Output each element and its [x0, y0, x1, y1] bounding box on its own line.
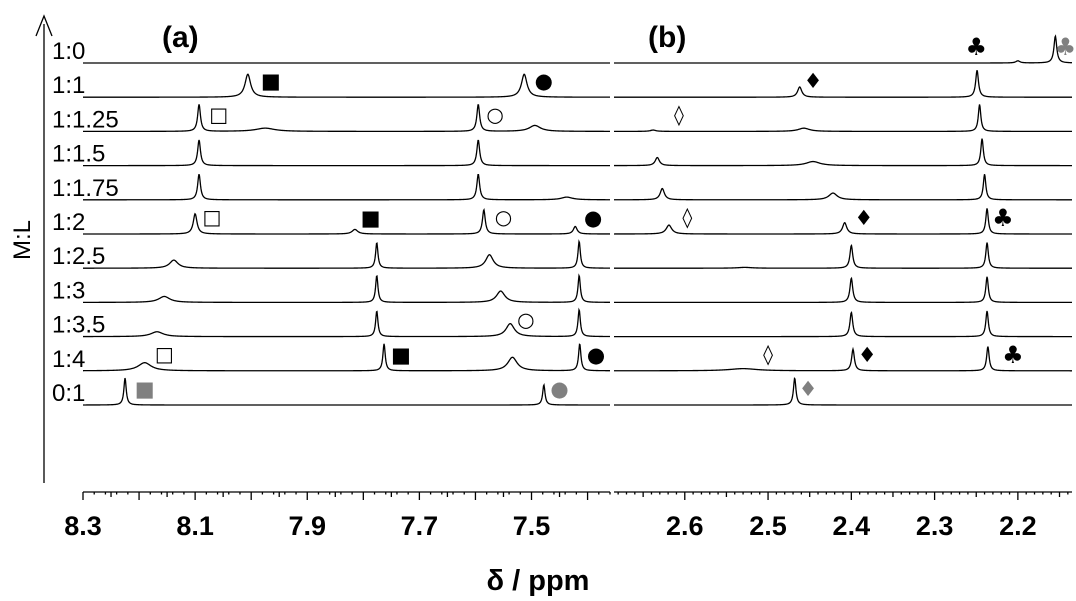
peak-marker: ■ [135, 377, 155, 401]
spectrum-trace [614, 310, 1072, 338]
peak-marker: ♦ [799, 377, 818, 401]
peak-marker: ■ [391, 343, 411, 367]
axis-tick-label: 7.7 [401, 511, 439, 541]
spectrum-trace [83, 207, 610, 235]
ratio-label: 1:1 [52, 72, 85, 99]
axis-tick-label: 2.3 [916, 511, 954, 541]
spectrum-trace [614, 346, 1072, 372]
peak-marker: ○ [495, 205, 512, 229]
spectrum-trace [614, 208, 1072, 235]
ratio-label: 1:2 [52, 209, 85, 236]
axis-tick-label: 2.4 [833, 511, 871, 541]
peak-marker: ♣ [1055, 33, 1076, 61]
spectrum-trace [614, 34, 1073, 64]
axis-tick-label: 8.1 [176, 511, 214, 541]
peak-marker: ◊ [763, 342, 773, 366]
spectrum-panel: (a)■ ●□ ○□ ■ ○ ●○□ ■ ●■ ●8.3 8.1 7.9 7.7 7.5 [64, 21, 611, 541]
peak-marker: ● [550, 377, 568, 401]
peak-marker: ◊ [682, 205, 692, 229]
ratio-label: 1:2.5 [52, 243, 105, 270]
axis-tick-label: 8.3 [64, 511, 102, 541]
peak-marker: □ [155, 342, 174, 366]
ratio-label: 1:1.25 [52, 106, 119, 133]
peak-marker: ◊ [674, 102, 684, 126]
spectrum-trace [614, 104, 1072, 133]
ratio-label: 1:3 [52, 277, 85, 304]
panel-label: (b) [648, 21, 686, 54]
spectrum-trace [83, 307, 610, 338]
ratio-label: 1:1.75 [52, 175, 119, 202]
ratio-axis-arrow [35, 14, 53, 37]
ratio-label: 0:1 [52, 380, 85, 407]
axis-tick-label: 2.2 [999, 511, 1037, 541]
ratio-label: 1:4 [52, 346, 85, 373]
ratio-axis: M:L [9, 14, 53, 483]
peak-marker: ♣ [1002, 341, 1024, 369]
spectra-panels: (a)■ ●□ ○□ ■ ○ ●○□ ■ ●■ ●8.3 8.1 7.9 7.7 7.5(b) ♣ ♣♦◊◊… [64, 21, 1076, 541]
axis-tick-label: 2.6 [666, 511, 704, 541]
spectrum-trace [83, 273, 610, 304]
spectrum-trace [83, 73, 610, 98]
spectrum-trace [83, 343, 610, 372]
axis-tick-label: 7.5 [513, 511, 551, 541]
ratio-label: 1:0 [52, 38, 85, 65]
peak-marker: ♣ [992, 204, 1014, 232]
peak-marker: ♦ [858, 343, 877, 367]
ratio-axis-label: M:L [9, 220, 36, 260]
peak-marker: ♦ [854, 206, 873, 230]
peak-marker: ♣ [965, 33, 987, 61]
peak-marker: ● [535, 69, 553, 93]
axis-tick-label: 2.5 [749, 511, 787, 541]
spectrum-trace [614, 242, 1072, 269]
peak-marker: ● [584, 206, 602, 230]
spectrum-trace [614, 276, 1072, 304]
panel-label: (a) [162, 21, 199, 54]
spectrum-panel: (b) ♣ ♣ ♦ ◊ ◊ ♦ ♣ ◊ ♦ ♣ ♦ 2.6 2.5 2.4 2.3 2.2 [613, 21, 1076, 541]
spectrum-trace [83, 377, 610, 406]
peak-marker: □ [209, 102, 228, 126]
spectrum-trace [83, 104, 610, 133]
spectrum-trace [83, 173, 610, 201]
chemical-shift-axis-label: δ / ppm [487, 565, 590, 597]
ratio-label: 1:3.5 [52, 312, 105, 339]
peak-marker: ○ [486, 102, 503, 126]
spectrum-trace [614, 376, 1072, 406]
peak-marker: ● [587, 343, 605, 367]
ratio-labels: 1:0 1:1 1:1.25 1:1.5 1:1.75 1:2 1:2.5 1:3 1:3.5 1… [52, 38, 119, 407]
peak-marker: ♦ [804, 69, 823, 93]
peak-marker: ■ [261, 69, 281, 93]
peak-marker: □ [202, 205, 221, 229]
spectrum-trace [613, 138, 1072, 167]
spectrum-trace [614, 70, 1072, 98]
spectrum-trace [614, 174, 1072, 201]
ratio-label: 1:1.5 [52, 141, 105, 168]
axis-tick-label: 7.9 [288, 511, 326, 541]
spectrum-trace [83, 239, 610, 269]
spectrum-trace [83, 139, 610, 167]
peak-marker: ■ [361, 206, 381, 230]
peak-marker: ○ [517, 308, 534, 332]
